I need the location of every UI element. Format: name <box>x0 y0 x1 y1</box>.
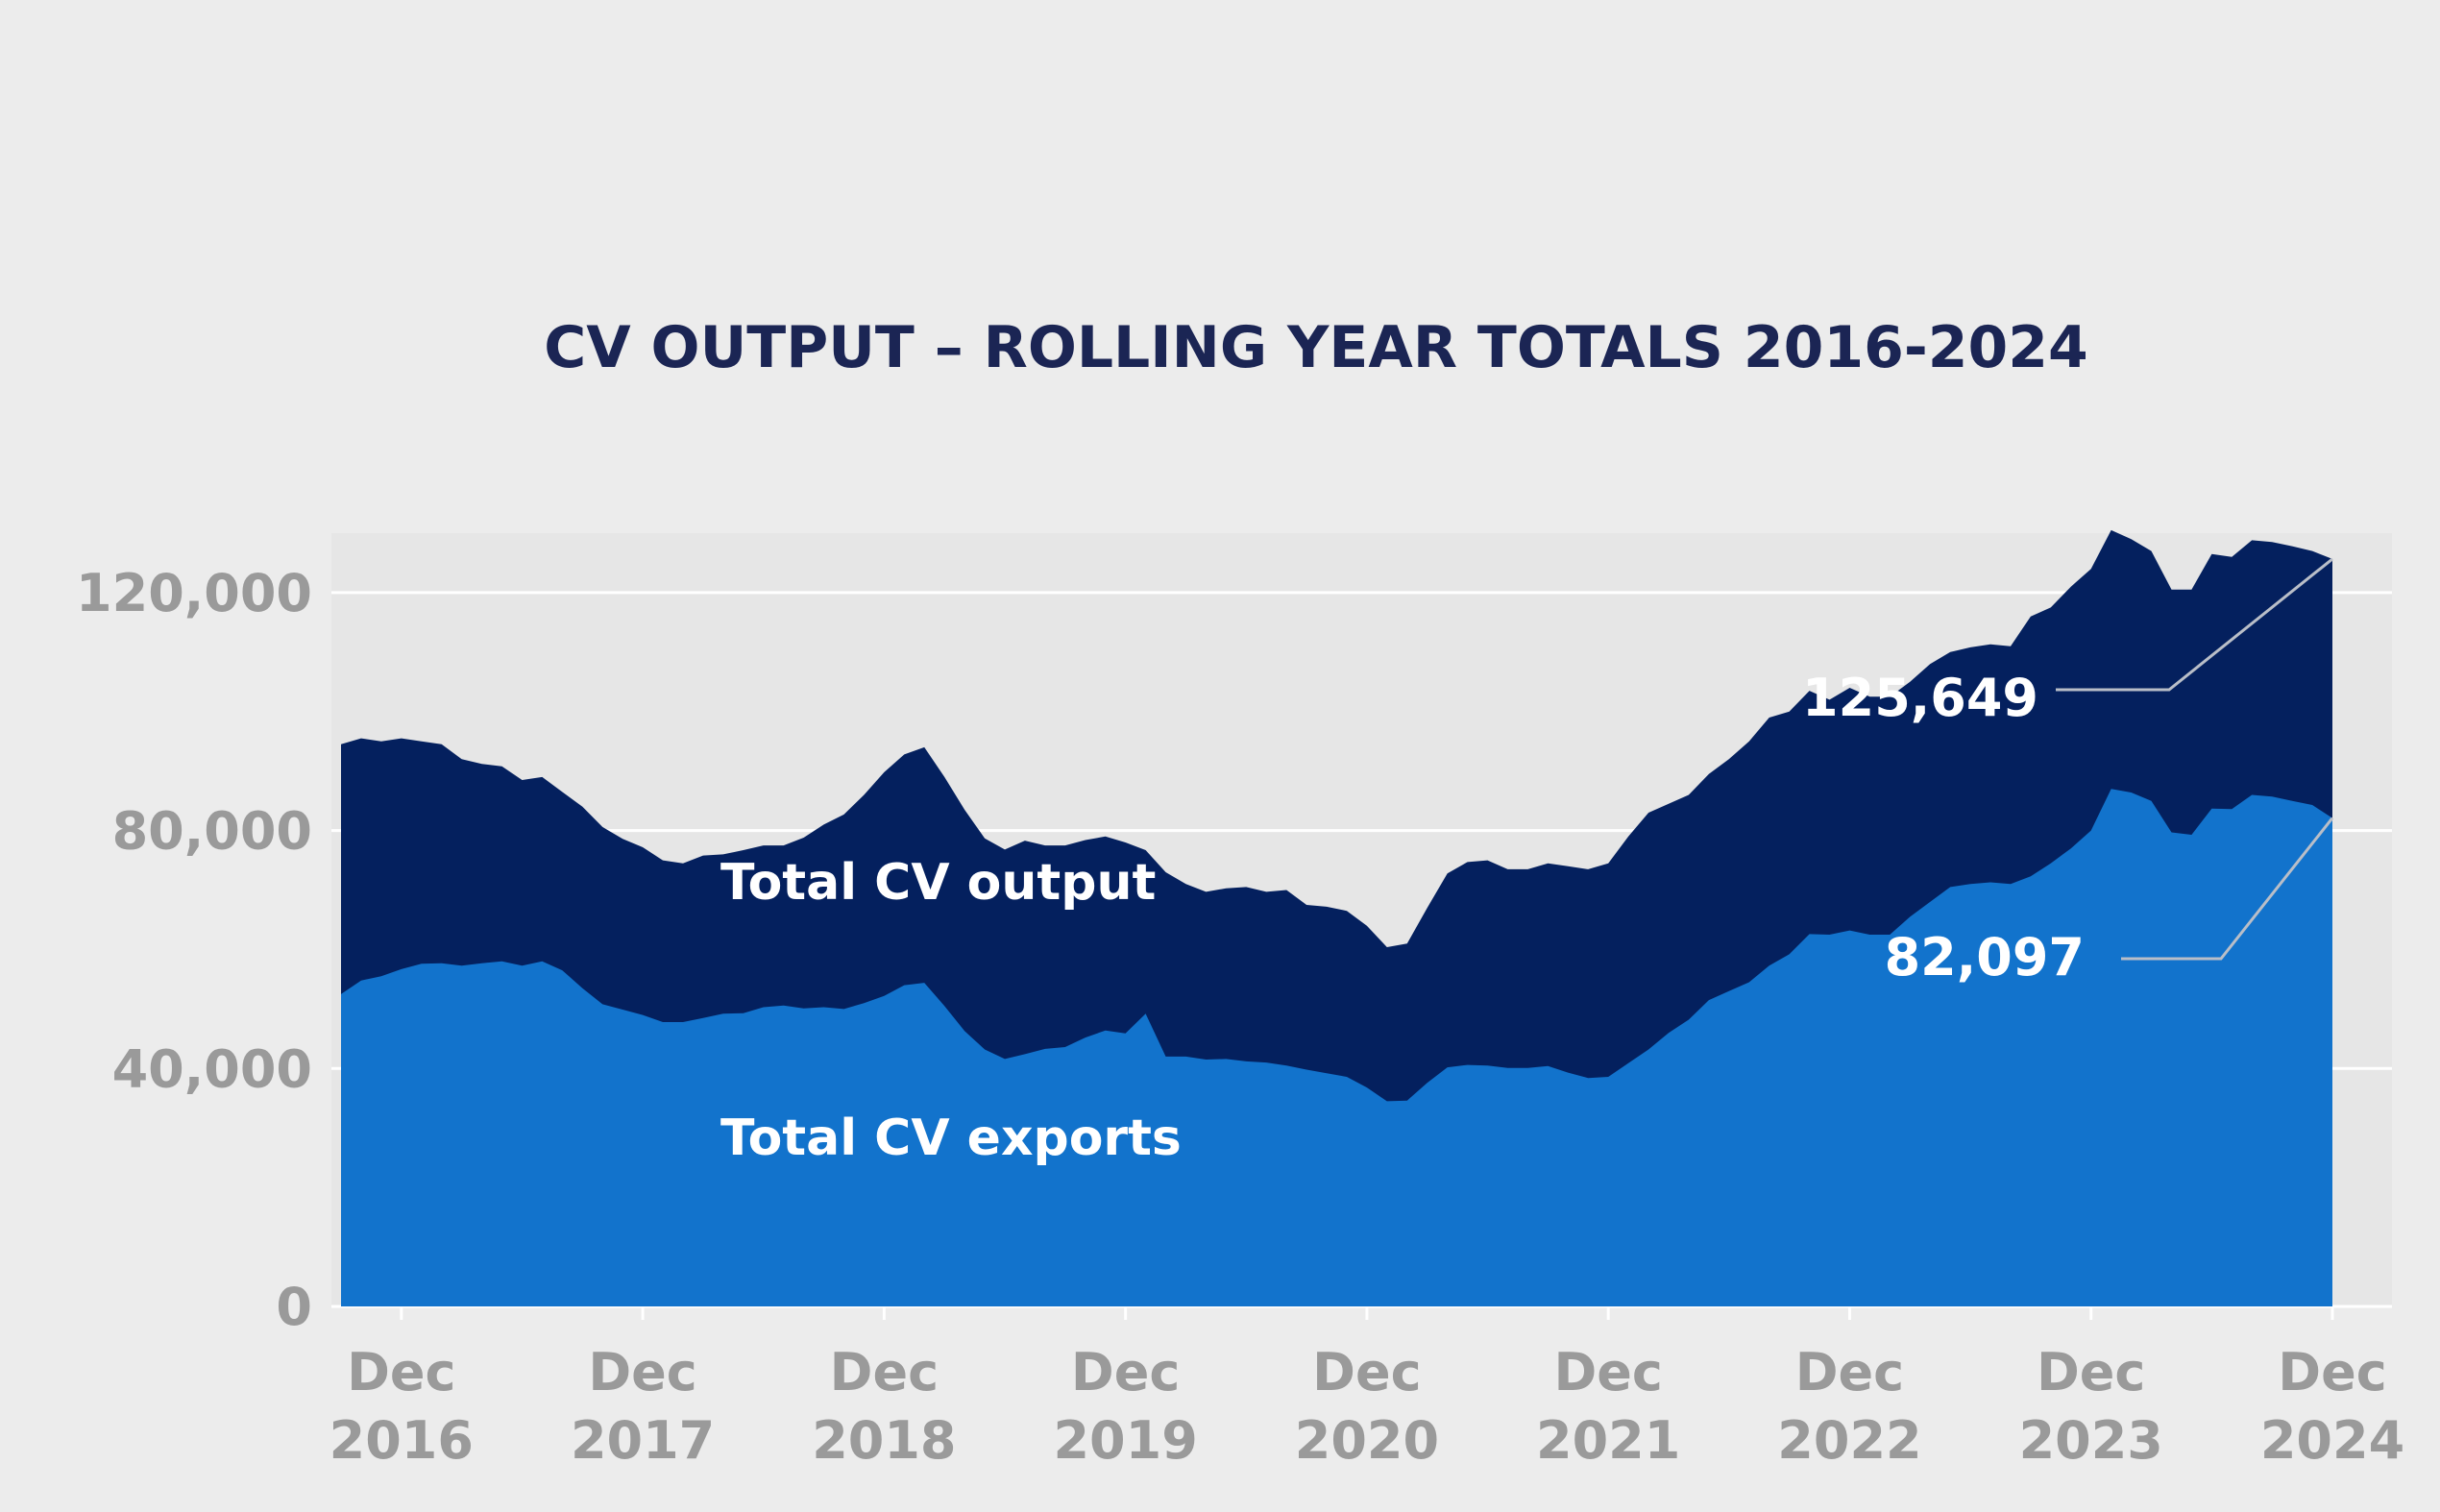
exports-callout-leader <box>2121 817 2334 961</box>
series-label-total-cv-exports: Total CV exports <box>720 1110 1182 1167</box>
x-tick-label: 2024 <box>2260 1410 2404 1471</box>
y-axis-ticks: 0 40,000 80,000 120,000 <box>76 563 312 1337</box>
x-tick-label: Dec <box>347 1342 455 1402</box>
total-cv-exports-area <box>341 789 2332 1306</box>
y-tick-label: 80,000 <box>112 801 312 862</box>
x-tick-label: Dec <box>1071 1342 1180 1402</box>
x-tick-label: 2021 <box>1536 1410 1680 1471</box>
series-label-total-cv-output: Total CV output <box>720 854 1156 912</box>
x-tick-label: Dec <box>1553 1342 1662 1402</box>
x-tick-label: 2019 <box>1053 1410 1197 1471</box>
x-tick-label: 2020 <box>1295 1410 1439 1471</box>
x-tick-label: Dec <box>588 1342 696 1402</box>
x-tick-label: Dec <box>830 1342 939 1402</box>
x-axis-ticks: Dec 2016 Dec 2017 Dec 2018 Dec 2019 Dec 2020 Dec 20… <box>329 1306 2404 1471</box>
x-tick-label: 2018 <box>812 1410 956 1471</box>
x-tick-label: 2023 <box>2019 1410 2163 1471</box>
x-tick-label: Dec <box>2037 1342 2145 1402</box>
x-tick-label: 2022 <box>1777 1410 1921 1471</box>
x-tick-label: Dec <box>1795 1342 1904 1402</box>
chart-title: CV OUTPUT – ROLLING YEAR TOTALS 2016-202… <box>544 314 2088 381</box>
y-tick-label: 120,000 <box>76 563 312 623</box>
x-tick-label: Dec <box>2278 1342 2386 1402</box>
x-tick-label: 2017 <box>571 1410 715 1471</box>
output-latest-value: 125,649 <box>1802 668 2038 728</box>
x-tick-label: 2016 <box>329 1410 474 1471</box>
exports-latest-value: 82,097 <box>1885 927 2085 988</box>
output-callout-leader <box>2056 557 2333 692</box>
y-tick-label: 0 <box>276 1277 312 1337</box>
y-tick-label: 40,000 <box>112 1038 312 1099</box>
x-tick-label: Dec <box>1312 1342 1421 1402</box>
